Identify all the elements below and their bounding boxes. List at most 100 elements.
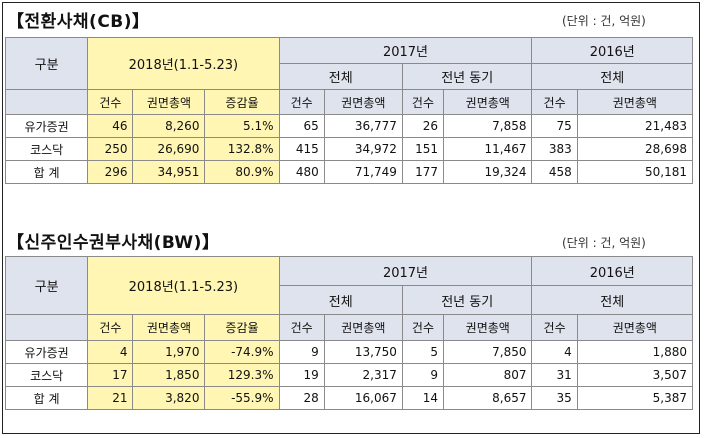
cell: 3,507 [576,363,694,387]
col-header: 건수 [278,89,325,115]
col-header: 건수 [401,314,445,341]
cell: 4 [531,340,578,364]
cb-unit-note: (단위 : 건, 억원) [562,14,646,28]
cell: 36,777 [323,114,403,138]
header-2016: 2016년 [531,37,693,64]
cell: 7,850 [443,340,533,364]
bw-section-title: 【신주인수권부사채(BW)】 [7,233,220,253]
cell: 17 [87,363,134,387]
cell: 65 [278,114,325,138]
header-2017: 2017년 [278,37,533,64]
cell: 7,858 [443,114,533,138]
col-header: 권면총액 [132,314,206,341]
cb-section-title: 【전환사채(CB)】 [7,12,150,32]
cell: 8,657 [443,386,533,410]
row-label: 코스닥 [4,137,89,161]
cell: 9 [278,340,325,364]
col-header: 건수 [401,89,445,115]
cell: 11,467 [443,137,533,161]
header-2016: 2016년 [531,256,693,286]
document-frame [2,2,700,434]
cell: 296 [87,160,134,184]
col-header: 증감율 [204,314,280,341]
col-header: 건수 [531,314,578,341]
cell: 177 [401,160,445,184]
header-2016-total: 전체 [531,63,693,90]
table-row: 합 계 21 3,820 -55.9% 28 16,067 14 8,657 3… [4,386,694,410]
cell: 132.8% [204,137,280,161]
header-2016-total: 전체 [531,285,693,315]
cell: 8,260 [132,114,206,138]
header-2017-total: 전체 [278,63,403,90]
header-2018-period: 2018년(1.1-5.23) [87,256,280,315]
cell: 480 [278,160,325,184]
cell: 26,690 [132,137,206,161]
cell: 129.3% [204,363,280,387]
cell: 16,067 [323,386,403,410]
header-2018-period: 2018년(1.1-5.23) [87,37,280,90]
cell: 46 [87,114,134,138]
cell: 2,317 [323,363,403,387]
cell: 1,970 [132,340,206,364]
table-row: 유가증권 46 8,260 5.1% 65 36,777 26 7,858 75… [4,114,694,138]
table-row: 유가증권 4 1,970 -74.9% 9 13,750 5 7,850 4 1… [4,340,694,364]
cell: 807 [443,363,533,387]
header-2017-same-period: 전년 동기 [401,63,533,90]
cell: -55.9% [204,386,280,410]
header-division: 구분 [4,256,89,315]
cell: 5,387 [576,386,694,410]
header-2017-total: 전체 [278,285,403,315]
header-2017-same-period: 전년 동기 [401,285,533,315]
header-2017: 2017년 [278,256,533,286]
col-header: 권면총액 [132,89,206,115]
cell: 3,820 [132,386,206,410]
table-row: 코스닥 250 26,690 132.8% 415 34,972 151 11,… [4,137,694,161]
cell: 1,880 [576,340,694,364]
header-blank [4,314,89,341]
cb-table: 구분 2018년(1.1-5.23) 2017년 2016년 전체 전년 동기 … [4,37,694,184]
cell: 21 [87,386,134,410]
cell: 26 [401,114,445,138]
cell: 75 [531,114,578,138]
cell: 4 [87,340,134,364]
row-label: 코스닥 [4,363,89,387]
cell: -74.9% [204,340,280,364]
cell: 415 [278,137,325,161]
cell: 28 [278,386,325,410]
cell: 5.1% [204,114,280,138]
cell: 50,181 [576,160,694,184]
cell: 250 [87,137,134,161]
cell: 458 [531,160,578,184]
table-row: 합 계 296 34,951 80.9% 480 71,749 177 19,3… [4,160,694,184]
row-label: 유가증권 [4,340,89,364]
col-header: 권면총액 [443,89,533,115]
cell: 1,850 [132,363,206,387]
col-header: 권면총액 [576,314,694,341]
cell: 34,951 [132,160,206,184]
col-header: 건수 [278,314,325,341]
header-division: 구분 [4,37,89,90]
row-label: 유가증권 [4,114,89,138]
col-header: 증감율 [204,89,280,115]
col-header: 권면총액 [576,89,694,115]
col-header: 건수 [87,89,134,115]
header-blank [4,89,89,115]
cell: 5 [401,340,445,364]
cell: 151 [401,137,445,161]
cell: 21,483 [576,114,694,138]
cell: 19 [278,363,325,387]
table-row: 코스닥 17 1,850 129.3% 19 2,317 9 807 31 3,… [4,363,694,387]
col-header: 권면총액 [443,314,533,341]
cell: 34,972 [323,137,403,161]
cell: 28,698 [576,137,694,161]
cell: 19,324 [443,160,533,184]
bw-table: 구분 2018년(1.1-5.23) 2017년 2016년 전체 전년 동기 … [4,256,694,410]
bw-unit-note: (단위 : 건, 억원) [562,236,646,250]
cell: 9 [401,363,445,387]
cell: 71,749 [323,160,403,184]
col-header: 건수 [87,314,134,341]
cell: 13,750 [323,340,403,364]
cell: 383 [531,137,578,161]
col-header: 권면총액 [323,314,403,341]
cell: 80.9% [204,160,280,184]
